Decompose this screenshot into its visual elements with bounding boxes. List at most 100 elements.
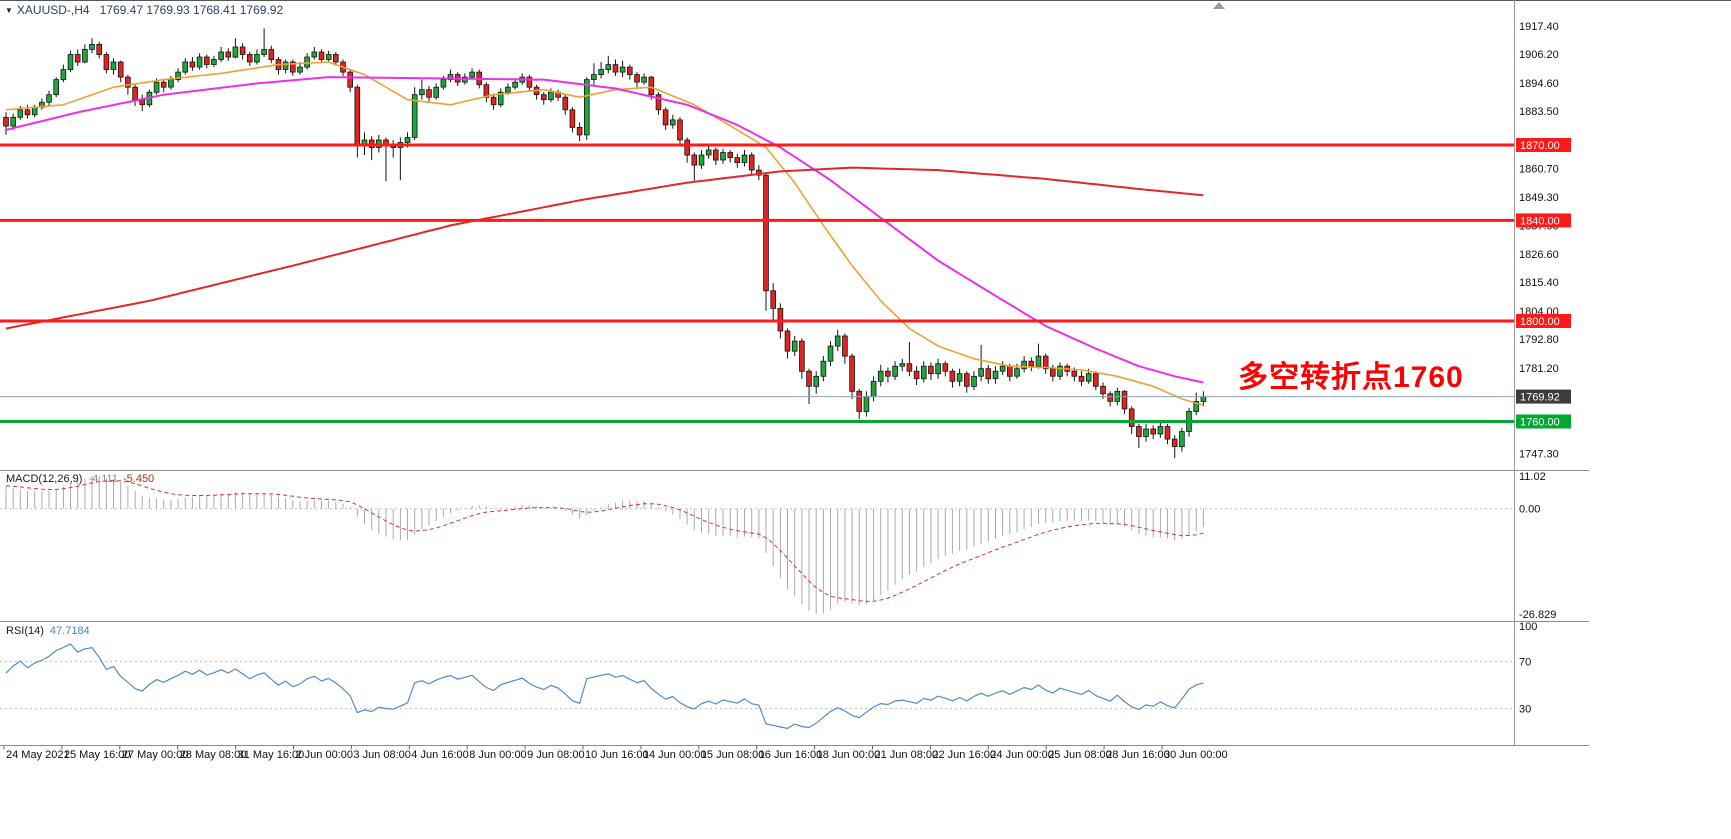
candle-down	[225, 51, 232, 58]
rsi-indicator-label: RSI(14) 47.7184	[6, 625, 90, 637]
candle-down	[770, 290, 776, 309]
candle-up	[175, 71, 181, 80]
horizontal-levels-layer	[0, 143, 1514, 423]
chart-shift-marker-icon	[1213, 2, 1225, 9]
candle-up	[411, 94, 418, 138]
rsi-value: 47.7184	[49, 625, 90, 637]
moving-averages-layer	[5, 61, 1204, 406]
candle-down	[1164, 426, 1171, 440]
price-axis-label: 1849.30	[1519, 192, 1559, 204]
candle-up	[1057, 365, 1063, 377]
candle-down	[949, 370, 956, 382]
candle-up	[584, 79, 590, 136]
candle-down	[748, 154, 755, 171]
candle-down	[239, 46, 246, 55]
candle-up	[232, 46, 239, 58]
macd-axis[interactable]: 11.02 0.00 -26.829	[1519, 471, 1556, 621]
macd-axis-min: -26.829	[1519, 609, 1556, 621]
candle-down	[1171, 438, 1178, 448]
macd-value-main: -4.111	[88, 473, 118, 485]
candle-up	[978, 368, 984, 377]
ma-slow-red	[5, 166, 1204, 330]
time-axis-label: 18 Jun 00:00	[817, 749, 881, 761]
candle-down	[354, 86, 361, 146]
candle-up	[404, 137, 411, 143]
macd-axis-max: 11.02	[1519, 471, 1546, 483]
symbol-timeframe: XAUUSD-,H4	[16, 3, 90, 17]
candle-up	[591, 74, 597, 80]
time-axis-label: 25 May 16:00	[64, 749, 131, 761]
candle-up	[870, 380, 877, 397]
time-axis-label: 28 Jun 16:00	[1106, 749, 1170, 761]
price-badge-1760.00	[1516, 414, 1571, 429]
candle-up	[82, 49, 88, 63]
candle-up	[1021, 360, 1027, 370]
rsi-axis[interactable]: 100 70 30	[1519, 621, 1537, 716]
candle-up	[254, 54, 260, 63]
candle-up	[505, 86, 511, 93]
candle-down	[541, 94, 547, 101]
candle-up	[791, 340, 798, 352]
candle-up	[153, 81, 160, 93]
candle-down	[24, 109, 31, 116]
candle-up	[419, 89, 425, 96]
candle-down	[1121, 390, 1128, 410]
rsi-axis-30: 30	[1519, 704, 1531, 716]
candle-down	[132, 86, 138, 101]
macd-signal-line	[5, 479, 1204, 602]
candle-down	[96, 44, 103, 55]
candle-up	[863, 395, 870, 412]
candle-up	[1143, 428, 1149, 437]
candle-down	[655, 94, 662, 111]
candle-down	[526, 76, 533, 88]
time-axis-label: 24 Jun 00:00	[990, 749, 1054, 761]
time-axis-label: 25 Jun 08:00	[1048, 749, 1112, 761]
candle-up	[935, 363, 941, 375]
candle-down	[1071, 370, 1078, 377]
price-badge-1800.00	[1516, 314, 1571, 328]
candle-up	[992, 370, 999, 380]
price-axis[interactable]: 1917.40 1906.20 1894.60 1883.50 1860.70 1849.…	[1516, 21, 1571, 461]
rsi-name: RSI(14)	[6, 625, 44, 637]
candle-up	[469, 71, 475, 78]
candle-up	[705, 149, 712, 156]
candle-down	[691, 154, 698, 166]
candle-down	[1107, 393, 1114, 402]
candle-up	[827, 345, 834, 362]
candle-down	[289, 61, 296, 73]
ma-mid-magenta	[5, 76, 1204, 384]
price-badge-label: 1870.00	[1520, 140, 1560, 152]
candle-down	[490, 96, 497, 106]
candle-up	[53, 79, 59, 96]
macd-value-signal: -5.450	[122, 473, 155, 485]
candle-down	[1093, 373, 1099, 387]
candle-up	[877, 370, 884, 382]
price-badge-1769.92	[1516, 389, 1571, 404]
time-axis-label: 10 Jun 16:00	[585, 749, 649, 761]
candle-up	[834, 335, 841, 347]
candle-up	[261, 49, 267, 55]
candle-up	[1014, 368, 1020, 377]
candle-up	[10, 116, 17, 127]
candle-down	[913, 370, 920, 380]
macd-name: MACD(12,26,9)	[6, 473, 83, 485]
candle-down	[906, 363, 913, 372]
candle-up	[899, 363, 906, 367]
candle-down	[117, 61, 124, 78]
candle-down	[125, 76, 131, 88]
chart-title: ▼ XAUUSD-,H4 1769.47 1769.93 1768.41 1769.…	[5, 3, 283, 17]
price-badge-label: 1769.92	[1520, 392, 1560, 404]
time-axis-label: 28 May 08:00	[180, 749, 247, 761]
candle-down	[246, 54, 253, 63]
candle-up	[1193, 400, 1200, 412]
candle-up	[168, 79, 174, 88]
candle-down	[648, 76, 655, 96]
price-axis-label: 1781.20	[1519, 363, 1559, 375]
time-axis-label: 27 May 00:00	[122, 749, 189, 761]
time-axis-label: 4 Jun 16:00	[411, 749, 469, 761]
candle-down	[1028, 360, 1035, 367]
macd-axis-zero: 0.00	[1519, 504, 1540, 516]
candle-down	[318, 51, 325, 60]
